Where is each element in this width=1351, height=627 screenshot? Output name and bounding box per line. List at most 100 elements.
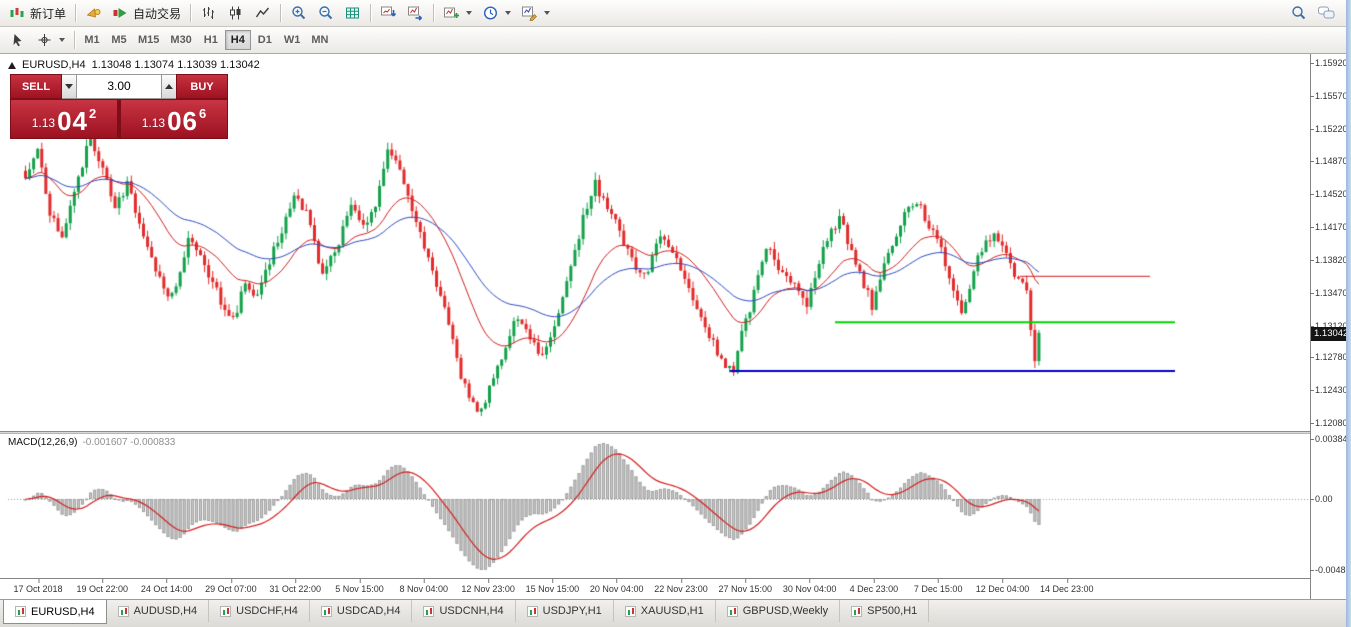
periods-clock-icon bbox=[482, 5, 499, 21]
timeframe-m15[interactable]: M15 bbox=[138, 34, 160, 46]
chevron-down-icon bbox=[544, 11, 551, 15]
timeframe-list: M1 M5 M15 M30 H1 H4 D1 W1 MN bbox=[79, 30, 333, 50]
line-chart-icon bbox=[254, 5, 271, 21]
chart-tab-gbpusdweekly[interactable]: GBPUSD,Weekly bbox=[716, 600, 841, 622]
chart-tab-usdcnhh4[interactable]: USDCNH,H4 bbox=[412, 600, 516, 622]
cursor-button[interactable] bbox=[4, 29, 31, 51]
autotrading-icon bbox=[112, 5, 129, 21]
macd-label: MACD(12,26,9) bbox=[8, 437, 78, 448]
sell-button[interactable]: SELL bbox=[10, 74, 62, 99]
chart-tab-eurusdh4[interactable]: EURUSD,H4 bbox=[3, 600, 107, 624]
timeframe-mn[interactable]: MN bbox=[311, 34, 329, 46]
chart-window: EURUSD,H4 1.13048 1.13074 1.13039 1.1304… bbox=[0, 54, 1351, 599]
chart-tab-usdchfh4[interactable]: USDCHF,H4 bbox=[209, 600, 310, 622]
timeframe-w1[interactable]: W1 bbox=[283, 34, 301, 46]
timeframe-m5[interactable]: M5 bbox=[111, 34, 127, 46]
buy-button[interactable]: BUY bbox=[176, 74, 228, 99]
new-order-button[interactable]: 新订单 bbox=[4, 2, 71, 24]
mini-chart-icon bbox=[15, 606, 26, 617]
timeframe-m1[interactable]: M1 bbox=[84, 34, 100, 46]
mini-chart-icon bbox=[624, 605, 636, 617]
zoom-out-button[interactable] bbox=[312, 2, 339, 24]
buy-price-prefix: 1.13 bbox=[141, 116, 166, 130]
toolbar-separator bbox=[280, 4, 282, 22]
macd-header: MACD(12,26,9) -0.001607 -0.000833 bbox=[8, 437, 175, 448]
timeframe-toolbar: M1 M5 M15 M30 H1 H4 D1 W1 MN bbox=[0, 27, 1351, 54]
toolbar-separator bbox=[370, 4, 372, 22]
new-chart-button[interactable] bbox=[438, 2, 477, 24]
time-axis-label: 5 Nov 15:00 bbox=[335, 579, 384, 594]
bar-chart-icon bbox=[200, 5, 217, 21]
triangle-down-icon bbox=[65, 84, 73, 89]
chart-tab-usdcadh4[interactable]: USDCAD,H4 bbox=[310, 600, 413, 622]
time-axis-label: 4 Dec 23:00 bbox=[849, 579, 899, 594]
chart-tab-label: USDCHF,H4 bbox=[236, 605, 298, 617]
chart-tab-sp500h1[interactable]: SP500,H1 bbox=[840, 600, 930, 622]
chart-tab-label: SP500,H1 bbox=[867, 605, 918, 617]
search-icon bbox=[1290, 5, 1307, 21]
main-toolbar: 新订单 自动交易 bbox=[0, 0, 1351, 27]
zoom-in-icon bbox=[290, 5, 307, 21]
cascade-windows-icon bbox=[407, 5, 424, 21]
tile-windows-button[interactable] bbox=[375, 2, 402, 24]
expert-advisor-icon bbox=[85, 5, 102, 21]
timeframe-h4[interactable]: H4 bbox=[224, 30, 251, 50]
chat-button[interactable] bbox=[1312, 2, 1339, 24]
price-scale-label: 1.14870 bbox=[1310, 156, 1348, 167]
macd-scale-label: -0.004856 bbox=[1310, 565, 1351, 575]
search-button[interactable] bbox=[1285, 2, 1312, 24]
grid-button[interactable] bbox=[339, 2, 366, 24]
chart-tab-audusdh4[interactable]: AUDUSD,H4 bbox=[107, 600, 210, 622]
chart-tab-xauusdh1[interactable]: XAUUSD,H1 bbox=[614, 600, 716, 622]
chart-title: EURUSD,H4 bbox=[22, 59, 86, 71]
price-scale-label: 1.13120 bbox=[1310, 320, 1348, 331]
chart-tab-label: USDJPY,H1 bbox=[542, 605, 602, 617]
chevron-down-icon bbox=[59, 38, 65, 42]
volume-decrease-button[interactable] bbox=[62, 74, 76, 99]
mini-chart-icon bbox=[423, 605, 435, 617]
toolbar-separator bbox=[75, 4, 77, 22]
templates-button[interactable] bbox=[516, 2, 555, 24]
crosshair-button[interactable] bbox=[31, 29, 70, 51]
buy-price-display[interactable]: 1.13 06 6 bbox=[120, 99, 228, 139]
time-axis[interactable]: 17 Oct 2018 19 Oct 22:00 24 Oct 14:00 29 Oc… bbox=[0, 578, 1310, 599]
price-chart-canvas[interactable] bbox=[0, 54, 1310, 599]
macd-scale-label: 0.00 bbox=[1310, 494, 1333, 504]
zoom-out-icon bbox=[317, 5, 334, 21]
line-chart-button[interactable] bbox=[249, 2, 276, 24]
chart-tab-label: GBPUSD,Weekly bbox=[742, 605, 829, 617]
timeframe-h1[interactable]: H1 bbox=[203, 34, 218, 46]
price-scale-label: 1.12080 bbox=[1310, 418, 1348, 428]
expert-advisor-button[interactable] bbox=[80, 2, 107, 24]
candlestick-chart-button[interactable] bbox=[222, 2, 249, 24]
zoom-in-button[interactable] bbox=[285, 2, 312, 24]
candlestick-chart-icon bbox=[227, 5, 244, 21]
periods-button[interactable] bbox=[477, 2, 516, 24]
sell-price-prefix: 1.13 bbox=[31, 116, 56, 130]
cascade-windows-button[interactable] bbox=[402, 2, 429, 24]
price-scale-label: 1.15220 bbox=[1310, 123, 1348, 134]
autotrading-button[interactable]: 自动交易 bbox=[107, 2, 186, 24]
chart-tab-usdjpyh1[interactable]: USDJPY,H1 bbox=[516, 600, 614, 622]
chart-tab-label: USDCNH,H4 bbox=[439, 605, 504, 617]
mini-chart-icon bbox=[320, 605, 332, 617]
mini-chart-icon bbox=[117, 605, 129, 617]
macd-scale-label: 0.003847 bbox=[1310, 434, 1351, 444]
toolbar-separator bbox=[190, 4, 192, 22]
timeframe-m30[interactable]: M30 bbox=[170, 34, 192, 46]
grid-icon bbox=[344, 5, 361, 21]
new-order-label: 新订单 bbox=[30, 6, 67, 21]
mini-chart-icon bbox=[526, 605, 538, 617]
time-axis-label: 22 Nov 23:00 bbox=[654, 579, 708, 594]
indicator-panel-divider[interactable] bbox=[0, 431, 1351, 434]
time-axis-label: 20 Nov 04:00 bbox=[589, 579, 644, 594]
time-axis-label: 7 Dec 15:00 bbox=[913, 579, 963, 594]
price-scale[interactable]: 1.15920 1.15570 1.15220 1.14870 1.14520 1.141… bbox=[1310, 54, 1351, 599]
new-order-icon bbox=[9, 5, 26, 21]
timeframe-d1[interactable]: D1 bbox=[257, 34, 272, 46]
bar-chart-button[interactable] bbox=[195, 2, 222, 24]
volume-input[interactable]: 3.00 bbox=[76, 74, 162, 99]
volume-increase-button[interactable] bbox=[162, 74, 176, 99]
sell-price-display[interactable]: 1.13 04 2 bbox=[10, 99, 118, 139]
